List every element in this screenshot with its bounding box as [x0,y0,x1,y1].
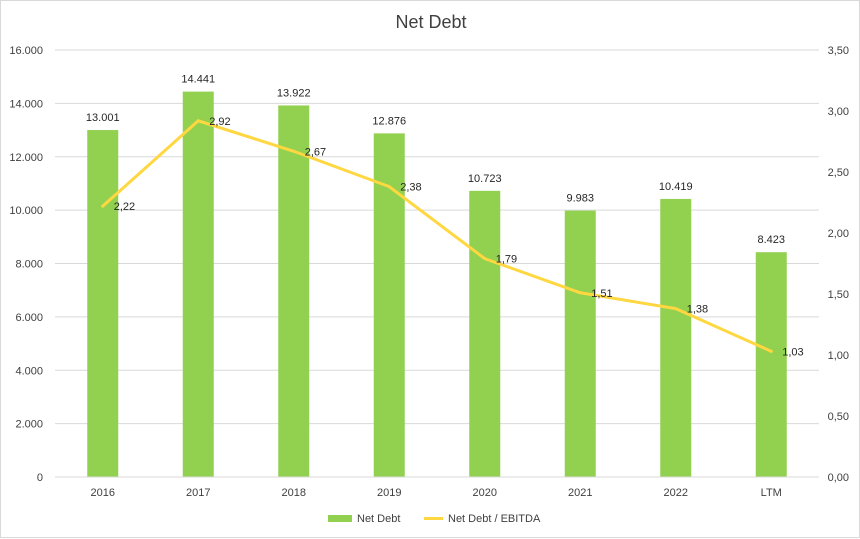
line-point [101,204,105,208]
line-data-label: 1,38 [687,304,708,316]
bar [755,252,787,477]
line-point [674,307,678,311]
bar [278,105,310,477]
bar-data-label: 13.001 [86,112,120,124]
line-data-label: 2,92 [209,116,230,128]
line-point [387,185,391,189]
axis-layer: 0 2.000 4.000 6.000 8.000 10.000 12.000 14.000 1… [9,45,849,499]
line-point [483,257,487,261]
labels-layer: 13.001 14.441 13.922 12.876 10.723 9.983 10.41… [86,74,804,359]
line-layer [101,119,773,353]
line-point [292,149,296,153]
y-left-tick-label: 14.000 [9,98,43,110]
y-right-tick-label: 3,50 [828,45,849,57]
line-point [196,119,200,123]
y-left-tick-label: 12.000 [9,152,43,164]
y-right-tick-label: 2,50 [828,167,849,179]
line-data-label: 2,22 [114,201,135,213]
y-left-tick-label: 8.000 [15,259,43,271]
bar [660,198,692,477]
y-right-tick-label: 1,50 [828,289,849,301]
line-data-label: 1,03 [782,346,803,358]
x-tick-label: 2021 [568,487,592,499]
bar-data-label: 14.441 [181,74,215,86]
x-tick-label: 2016 [91,487,115,499]
bar-data-label: 8.423 [757,234,785,246]
bar [182,91,214,478]
bar-data-label: 10.723 [468,173,502,185]
line-point [578,291,582,295]
bar [87,130,119,477]
y-right-tick-label: 2,00 [828,228,849,240]
line-data-label: 2,67 [305,146,326,158]
x-tick-label: 2018 [282,487,306,499]
x-tick-label: 2022 [664,487,688,499]
line-series-net-debt-ebitda [101,119,773,353]
line-data-label: 1,51 [591,288,612,300]
line-point [769,349,773,353]
bar [469,190,501,477]
bars-layer [87,91,787,478]
x-tick-label: 2020 [473,487,497,499]
legend: Net Debt Net Debt / EBITDA [328,513,541,525]
bar-data-label: 10.419 [659,181,693,193]
y-right-tick-label: 0,00 [828,472,849,484]
legend-swatch-net-debt [328,515,352,522]
bar-data-label: 12.876 [372,115,406,127]
x-tick-label: 2017 [186,487,210,499]
y-right-tick-label: 0,50 [828,411,849,423]
bar-data-label: 13.922 [277,87,311,99]
y-left-tick-label: 10.000 [9,205,43,217]
y-left-tick-label: 16.000 [9,45,43,57]
x-tick-label: LTM [761,487,782,499]
legend-label-net-debt: Net Debt [357,513,400,525]
grid-layer [55,49,819,425]
y-left-tick-label: 2.000 [15,419,43,431]
legend-label-net-debt-ebitda: Net Debt / EBITDA [448,513,541,525]
chart-title: Net Debt [395,12,466,32]
bar [373,133,405,477]
y-left-tick-label: 0 [37,472,43,484]
line-data-label: 2,38 [400,182,421,194]
x-tick-label: 2019 [377,487,401,499]
y-left-tick-label: 6.000 [15,312,43,324]
y-right-tick-label: 3,00 [828,106,849,118]
y-left-tick-label: 4.000 [15,365,43,377]
y-right-tick-label: 1,00 [828,350,849,362]
line-data-label: 1,79 [496,254,517,266]
bar [564,210,596,478]
bar-data-label: 9.983 [566,193,594,205]
